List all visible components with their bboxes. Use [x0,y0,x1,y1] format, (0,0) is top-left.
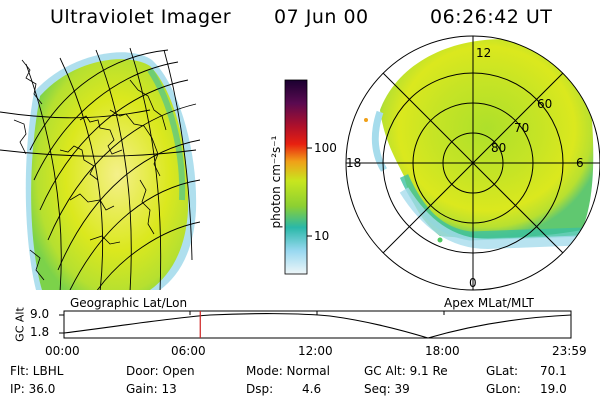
ip-info: IP: 36.0 [10,382,56,396]
mlt-label-18: 18 [346,156,362,170]
time-tick-1800: 18:00 [425,344,460,358]
altitude-ylabel: GC Alt [13,307,27,342]
altitude-curve [63,313,572,339]
glon-value: 19.0 [540,382,567,396]
colorbar-unit-label: photon cm⁻²s⁻¹ [269,135,283,229]
geographic-caption: Geographic Lat/Lon [70,296,188,310]
colorbar-tick-100: 100 [314,141,337,155]
gain-info: Gain: 13 [126,382,177,396]
altitude-ytick-max: 9.0 [30,307,50,321]
intensity-colorbar [284,79,312,275]
glat-label: GLat: [486,364,519,378]
mode-info: Mode: Normal [246,364,330,378]
glon-label: GLon: [486,382,521,396]
door-info: Door: Open [126,364,195,378]
altitude-ytick-min: 1.8 [30,325,50,339]
dsp-value: 4.6 [302,382,322,396]
time-tick-1200: 12:00 [298,344,333,358]
gc-alt-info: GC Alt: 9.1 Re [364,364,448,378]
observation-date: 07 Jun 00 [274,6,369,28]
mlat-label-80: 80 [491,141,507,155]
glat-value: 70.1 [540,364,567,378]
time-tick-2359: 23:59 [552,344,587,358]
geographic-grid [0,47,200,290]
altitude-plot [59,310,572,339]
dsp-label: Dsp: [246,382,274,396]
filter-info: Flt: LBHL [10,364,64,378]
observation-time: 06:26:42 UT [430,6,553,28]
time-tick-0000: 00:00 [45,344,80,358]
coastlines [13,59,167,281]
polar-grid [345,35,600,291]
colorbar-tick-10: 10 [314,229,330,243]
mlat-label-70: 70 [514,121,530,135]
instrument-title: Ultraviolet Imager [50,6,232,28]
mlat-label-60: 60 [537,97,553,111]
geographic-auroral-image [0,47,200,290]
time-tick-0600: 06:00 [171,344,206,358]
mlt-label-12: 12 [476,46,492,60]
mlt-label-6: 6 [576,156,584,170]
apex-caption: Apex MLat/MLT [444,296,534,310]
mlt-label-0: 0 [469,276,477,290]
polar-auroral-image [345,35,600,291]
seq-info: Seq: 39 [364,382,410,396]
